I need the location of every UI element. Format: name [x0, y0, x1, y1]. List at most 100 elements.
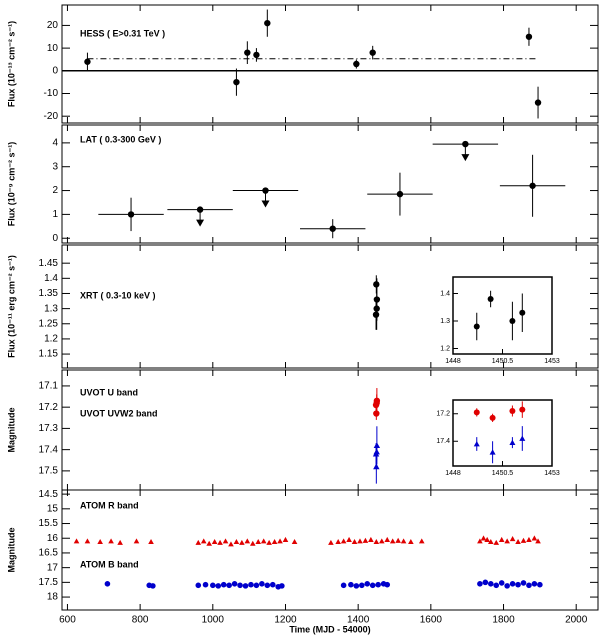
- y-tick-label: 16.5: [39, 548, 59, 559]
- y-tick-label: 17.4: [39, 444, 59, 455]
- marker: [498, 536, 505, 542]
- marker: [504, 583, 510, 589]
- marker: [237, 582, 243, 589]
- marker: [509, 439, 516, 446]
- marker: [493, 539, 500, 545]
- inset-y-tick-label: 1.2: [440, 345, 450, 352]
- marker: [84, 58, 91, 65]
- y-tick-label: 1: [52, 209, 58, 220]
- marker: [195, 539, 202, 545]
- marker: [73, 538, 80, 544]
- series-label: UVOT U band: [80, 387, 138, 397]
- y-tick-label: -10: [44, 88, 59, 99]
- marker: [489, 414, 496, 421]
- marker: [150, 583, 156, 589]
- marker: [408, 538, 414, 545]
- marker: [509, 536, 516, 542]
- y-axis-label: Magnitude: [6, 408, 16, 453]
- marker: [340, 582, 347, 589]
- marker: [373, 296, 381, 303]
- inset-x-tick-label: 1453: [544, 470, 560, 477]
- marker: [353, 583, 360, 589]
- marker: [369, 582, 376, 589]
- marker: [473, 323, 480, 330]
- y-tick-label: 17: [47, 562, 59, 573]
- x-tick-label: 800: [132, 615, 149, 626]
- marker: [389, 538, 396, 544]
- marker: [535, 538, 541, 544]
- marker: [525, 33, 533, 40]
- marker: [108, 538, 114, 544]
- inset-y-tick-label: 17.4: [436, 438, 450, 445]
- marker: [249, 540, 256, 546]
- inset-x-tick-label: 1453: [544, 358, 560, 365]
- panel-frame: [61, 489, 599, 611]
- marker: [242, 583, 249, 589]
- marker: [400, 538, 407, 544]
- upper-limit-arrow: [261, 200, 270, 208]
- marker: [531, 535, 538, 541]
- marker: [127, 211, 135, 218]
- marker: [269, 581, 276, 588]
- marker: [244, 49, 251, 56]
- marker: [509, 581, 516, 587]
- marker: [462, 140, 469, 148]
- marker: [373, 442, 381, 448]
- inset-x-tick-label: 1450.5: [492, 470, 514, 477]
- marker: [529, 182, 536, 189]
- y-axis-label: Flux (10⁻¹¹ erg cm⁻² s⁻¹): [6, 255, 16, 358]
- marker: [271, 538, 278, 545]
- y-tick-label: 1.45: [39, 258, 59, 269]
- marker: [195, 582, 202, 589]
- panel-frame: [61, 244, 599, 369]
- marker: [282, 536, 289, 542]
- marker: [266, 539, 272, 545]
- marker: [373, 410, 380, 417]
- marker: [228, 541, 234, 547]
- marker: [364, 581, 371, 587]
- marker: [498, 580, 505, 586]
- marker: [384, 536, 391, 542]
- y-tick-label: 14.5: [39, 489, 59, 500]
- y-tick-label: 1.3: [44, 303, 58, 314]
- marker: [84, 538, 91, 544]
- marker: [368, 536, 374, 542]
- x-tick-label: 1800: [492, 615, 515, 626]
- marker: [211, 538, 218, 545]
- inset-y-tick-label: 17.2: [436, 411, 450, 418]
- upper-limit-arrow: [196, 219, 205, 227]
- marker: [200, 538, 207, 544]
- marker: [519, 406, 526, 413]
- x-tick-label: 2000: [565, 615, 588, 626]
- marker: [226, 582, 232, 589]
- y-tick-label: 1.15: [39, 349, 59, 360]
- y-tick-label: 2: [52, 185, 58, 196]
- marker: [480, 535, 487, 541]
- marker: [504, 538, 510, 544]
- series-label: ATOM B band: [80, 559, 139, 569]
- marker: [378, 538, 385, 544]
- marker: [369, 49, 376, 56]
- marker: [357, 538, 363, 544]
- marker: [373, 281, 380, 288]
- marker: [277, 538, 283, 544]
- marker: [133, 538, 140, 544]
- panel-frame: [61, 4, 599, 124]
- marker: [526, 536, 532, 542]
- series-label: XRT ( 0.3-10 keV ): [80, 290, 156, 300]
- y-tick-label: 17.3: [39, 423, 59, 434]
- upper-limit-arrow: [461, 154, 470, 162]
- y-tick-label: 20: [47, 20, 59, 31]
- marker: [217, 539, 223, 545]
- marker: [335, 538, 341, 545]
- marker: [488, 581, 494, 587]
- marker: [362, 537, 369, 543]
- marker: [262, 187, 269, 194]
- x-axis-label: Time (MJD - 54000): [289, 624, 370, 634]
- marker: [520, 580, 527, 586]
- marker: [534, 99, 542, 106]
- marker: [477, 581, 483, 587]
- y-tick-label: 17.2: [39, 402, 59, 413]
- inset-x-tick-label: 1450.5: [492, 358, 514, 365]
